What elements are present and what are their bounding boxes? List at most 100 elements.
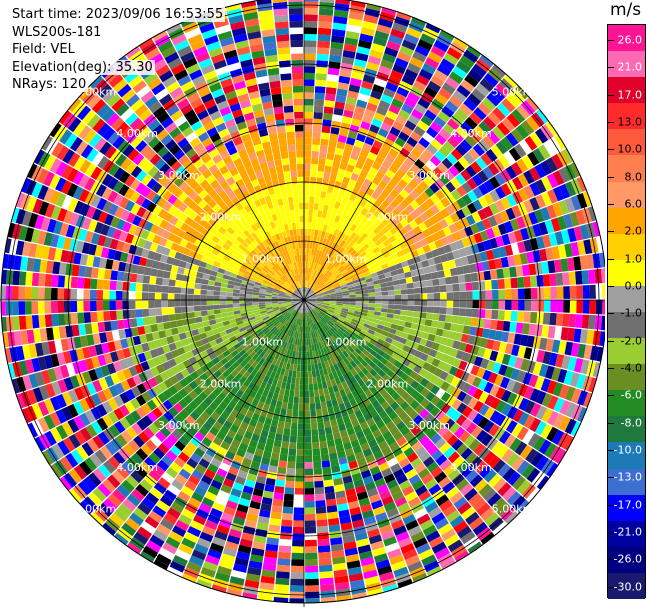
radar-gate	[501, 98, 516, 113]
radar-gate	[97, 122, 111, 137]
radar-gate	[489, 202, 500, 215]
radar-gate	[247, 313, 255, 318]
radar-gate	[380, 59, 394, 70]
radar-gate	[361, 338, 370, 346]
radar-gate	[407, 452, 419, 463]
radar-gate	[97, 464, 112, 478]
radar-gate	[348, 239, 356, 247]
radar-gate	[203, 355, 212, 364]
radar-gate	[273, 308, 280, 312]
radar-gate	[407, 258, 415, 266]
radar-gate	[406, 27, 422, 39]
radar-gate	[333, 324, 340, 331]
radar-gate	[191, 362, 201, 371]
radar-gate	[519, 139, 532, 155]
radar-gate	[341, 381, 349, 389]
radar-gate	[460, 418, 472, 430]
radar-gate	[271, 302, 279, 306]
radar-gate	[320, 327, 326, 334]
radar-gate	[419, 212, 429, 222]
radar-gate	[304, 40, 317, 48]
radar-gate	[341, 435, 351, 444]
radar-gate	[172, 258, 181, 267]
radar-gate	[84, 163, 97, 177]
radar-gate	[217, 490, 230, 500]
radar-gate	[389, 485, 402, 496]
radar-gate	[175, 549, 191, 561]
radar-gate	[315, 263, 320, 271]
radar-gate	[244, 519, 257, 529]
radar-gate	[15, 345, 25, 361]
radar-gate	[588, 314, 596, 330]
radar-gate	[304, 319, 306, 326]
radar-gate	[329, 452, 338, 461]
radar-gate	[179, 238, 189, 248]
radar-gate	[354, 326, 362, 333]
radar-gate	[154, 292, 162, 300]
radar-gate	[382, 267, 391, 274]
radar-gate	[504, 289, 512, 300]
radar-gate	[382, 217, 391, 226]
radar-gate	[451, 473, 465, 486]
radar-gate	[103, 269, 112, 280]
radar-gate	[203, 194, 213, 204]
radar-gate	[178, 514, 192, 526]
radar-gate	[282, 274, 288, 281]
radar-gate	[294, 290, 300, 296]
radar-gate	[390, 323, 398, 330]
radar-gate	[278, 339, 284, 347]
radar-gate	[55, 161, 68, 177]
radar-gate	[421, 423, 433, 435]
radar-gate	[282, 361, 288, 369]
radar-gate	[479, 230, 489, 242]
radar-gate	[343, 43, 357, 53]
radar-gate	[335, 273, 342, 279]
radar-gate	[483, 179, 495, 193]
radar-gate	[394, 222, 404, 231]
radar-gate	[359, 86, 372, 96]
radar-gate	[212, 213, 222, 222]
radar-gate	[78, 324, 87, 336]
radar-gate	[579, 329, 588, 344]
radar-gate	[251, 343, 259, 351]
radar-gate	[417, 97, 431, 109]
radar-gate	[126, 542, 142, 555]
radar-gate	[318, 14, 333, 23]
radar-gate	[225, 472, 237, 482]
radar-gate	[282, 395, 289, 403]
radar-gate	[388, 300, 395, 305]
radar-gate	[297, 436, 304, 443]
radar-gate	[97, 483, 112, 498]
radar-gate	[431, 541, 447, 554]
radar-gate	[147, 250, 156, 260]
radar-gate	[277, 394, 284, 402]
radar-gate	[390, 28, 406, 39]
radar-gate	[299, 390, 304, 398]
radar-gate	[264, 254, 272, 262]
radar-gate	[172, 334, 181, 343]
radar-gate	[357, 370, 366, 379]
radar-gate	[318, 434, 327, 442]
radar-gate	[300, 319, 302, 326]
radar-gate	[144, 515, 160, 529]
radar-gate	[34, 371, 45, 387]
radar-gate	[332, 259, 339, 267]
radar-gate	[492, 289, 499, 300]
radar-gate	[410, 531, 425, 543]
radar-gate	[168, 249, 177, 258]
radar-gate	[455, 209, 466, 220]
radar-gate	[553, 186, 565, 202]
radar-gate	[318, 388, 325, 397]
radar-gate	[269, 280, 276, 286]
radar-gate	[217, 341, 226, 349]
radar-gate	[345, 30, 360, 40]
radar-gate	[451, 387, 462, 399]
radar-gate	[530, 287, 538, 299]
radar-gate	[290, 343, 295, 351]
radar-gate	[520, 120, 535, 135]
radar-gate	[209, 542, 224, 554]
radar-gate	[304, 390, 310, 398]
radar-gate	[173, 176, 185, 188]
radar-gate	[413, 537, 428, 549]
radar-gate	[373, 279, 381, 285]
